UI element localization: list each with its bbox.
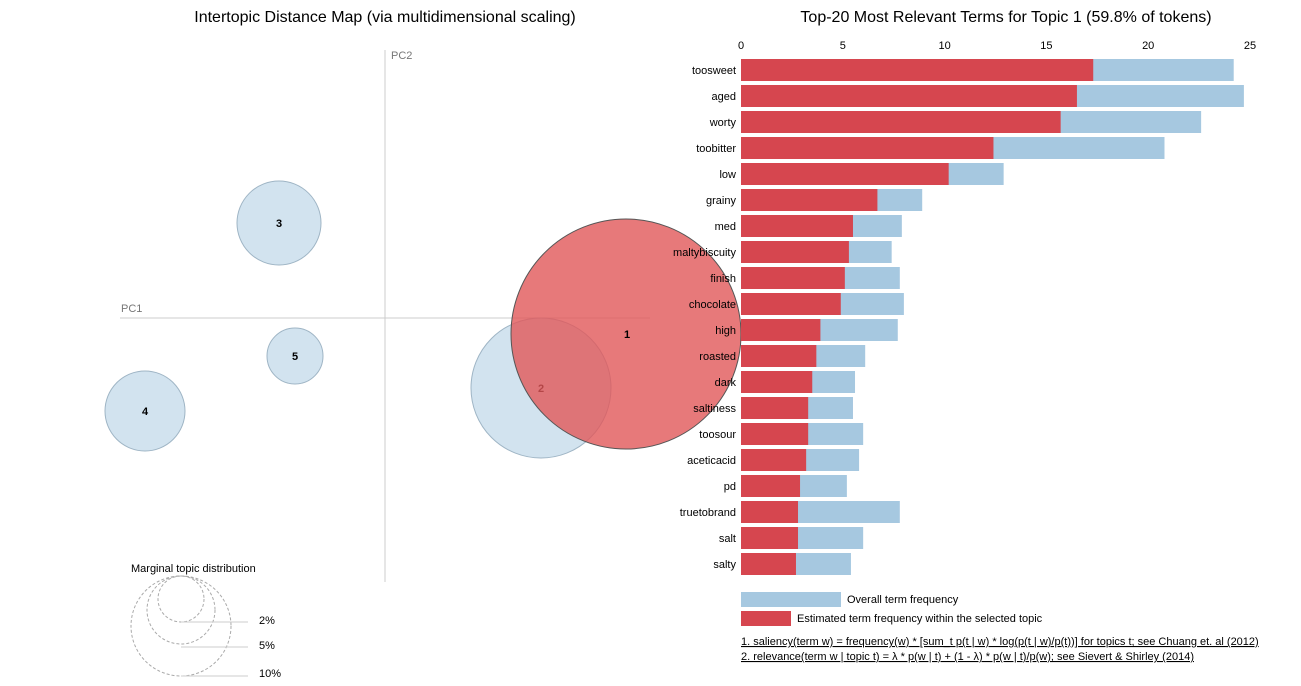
topic-3-label: 3	[276, 218, 282, 230]
marginal-label-5pct: 5%	[259, 640, 275, 652]
term-label[interactable]: salty	[713, 559, 736, 571]
bar-topic-frequency[interactable]	[741, 267, 845, 289]
bar-chart-title: Top-20 Most Relevant Terms for Topic 1 (…	[800, 9, 1211, 26]
term-label[interactable]: saltiness	[693, 403, 736, 415]
term-label[interactable]: finish	[710, 273, 736, 285]
topic-1-label: 1	[624, 329, 630, 341]
topic-5-label: 5	[292, 351, 298, 363]
bar-topic-frequency[interactable]	[741, 475, 801, 497]
term-label[interactable]: grainy	[706, 195, 736, 207]
topic-5-bubble[interactable]	[266, 327, 324, 385]
x-tick-label: 25	[1244, 40, 1256, 52]
bar-topic-frequency[interactable]	[741, 527, 799, 549]
x-tick-label: 5	[840, 40, 846, 52]
topic-circle-5[interactable]: 5	[266, 327, 324, 385]
term-label[interactable]: salt	[719, 533, 736, 545]
x-tick-label: 0	[738, 40, 744, 52]
term-label[interactable]: aged	[712, 91, 736, 103]
bar-topic-frequency[interactable]	[741, 215, 853, 237]
bar-topic-frequency[interactable]	[741, 111, 1061, 133]
bar-topic-frequency[interactable]	[741, 449, 807, 471]
marginal-distribution-legend: Marginal topic distribution 2% 5% 10%	[130, 563, 281, 680]
topic-3-bubble[interactable]	[236, 180, 322, 266]
intertopic-map-title: Intertopic Distance Map (via multidimens…	[194, 9, 576, 26]
term-label[interactable]: pd	[724, 481, 736, 493]
legend-swatch-overall	[741, 592, 841, 607]
legend-swatch-topic	[741, 611, 791, 626]
relevance-note-link[interactable]: 2. relevance(term w | topic t) = λ * p(w…	[741, 651, 1194, 663]
bar-topic-frequency[interactable]	[741, 59, 1094, 81]
pc2-label: PC2	[391, 50, 412, 62]
term-label[interactable]: maltybiscuity	[673, 247, 736, 259]
topic-circle-3[interactable]: 3	[236, 180, 322, 266]
bar-topic-frequency[interactable]	[741, 163, 949, 185]
marginal-circle-2pct	[157, 575, 205, 623]
bar-legend: Overall term frequency Estimated term fr…	[741, 592, 1043, 626]
x-tick-label: 10	[938, 40, 950, 52]
bar-topic-frequency[interactable]	[741, 397, 809, 419]
term-label[interactable]: toosweet	[692, 65, 736, 77]
bar-topic-frequency[interactable]	[741, 85, 1077, 107]
term-label[interactable]: aceticacid	[687, 455, 736, 467]
saliency-note-link[interactable]: 1. saliency(term w) = frequency(w) * [su…	[741, 636, 1259, 648]
term-label[interactable]: worty	[709, 117, 737, 129]
bar-chart-term-labels: toosweet aged worty toobitter low grainy med ma…	[673, 65, 736, 571]
marginal-circle-10pct	[130, 575, 232, 677]
bar-topic-frequency[interactable]	[741, 423, 809, 445]
term-label[interactable]: low	[719, 169, 736, 181]
term-label[interactable]: dark	[715, 377, 737, 389]
bar-topic-frequency[interactable]	[741, 189, 878, 211]
topic-circle-4[interactable]: 4	[104, 370, 186, 452]
bar-topic-frequency[interactable]	[741, 553, 796, 575]
intertopic-map: PC1 PC2 3 5 4 2 1	[104, 50, 742, 582]
term-label[interactable]: high	[715, 325, 736, 337]
bar-topic-frequency[interactable]	[741, 319, 821, 341]
bar-chart-bars	[741, 59, 1244, 575]
pc1-label: PC1	[121, 303, 142, 315]
marginal-label-2pct: 2%	[259, 615, 275, 627]
term-label[interactable]: med	[715, 221, 736, 233]
marginal-circle-5pct	[146, 575, 216, 645]
marginal-label-10pct: 10%	[259, 668, 281, 680]
term-label[interactable]: toobitter	[696, 143, 736, 155]
term-label[interactable]: toosour	[699, 429, 736, 441]
bar-topic-frequency[interactable]	[741, 293, 841, 315]
legend-label-overall: Overall term frequency	[847, 594, 959, 606]
bar-chart-x-axis: 0 5 10 15 20 25	[738, 40, 1256, 56]
legend-label-topic: Estimated term frequency within the sele…	[797, 613, 1043, 625]
bar-topic-frequency[interactable]	[741, 501, 799, 523]
x-tick-label: 20	[1142, 40, 1154, 52]
term-label[interactable]: chocolate	[689, 299, 736, 311]
bar-topic-frequency[interactable]	[741, 345, 817, 367]
marginal-legend-title: Marginal topic distribution	[131, 563, 256, 575]
topic-4-bubble[interactable]	[104, 370, 186, 452]
bar-topic-frequency[interactable]	[741, 241, 849, 263]
term-label[interactable]: roasted	[699, 351, 736, 363]
bar-topic-frequency[interactable]	[741, 137, 994, 159]
x-tick-label: 15	[1040, 40, 1052, 52]
term-label[interactable]: truetobrand	[680, 507, 736, 519]
topic-4-label: 4	[142, 406, 149, 418]
bar-topic-frequency[interactable]	[741, 371, 813, 393]
